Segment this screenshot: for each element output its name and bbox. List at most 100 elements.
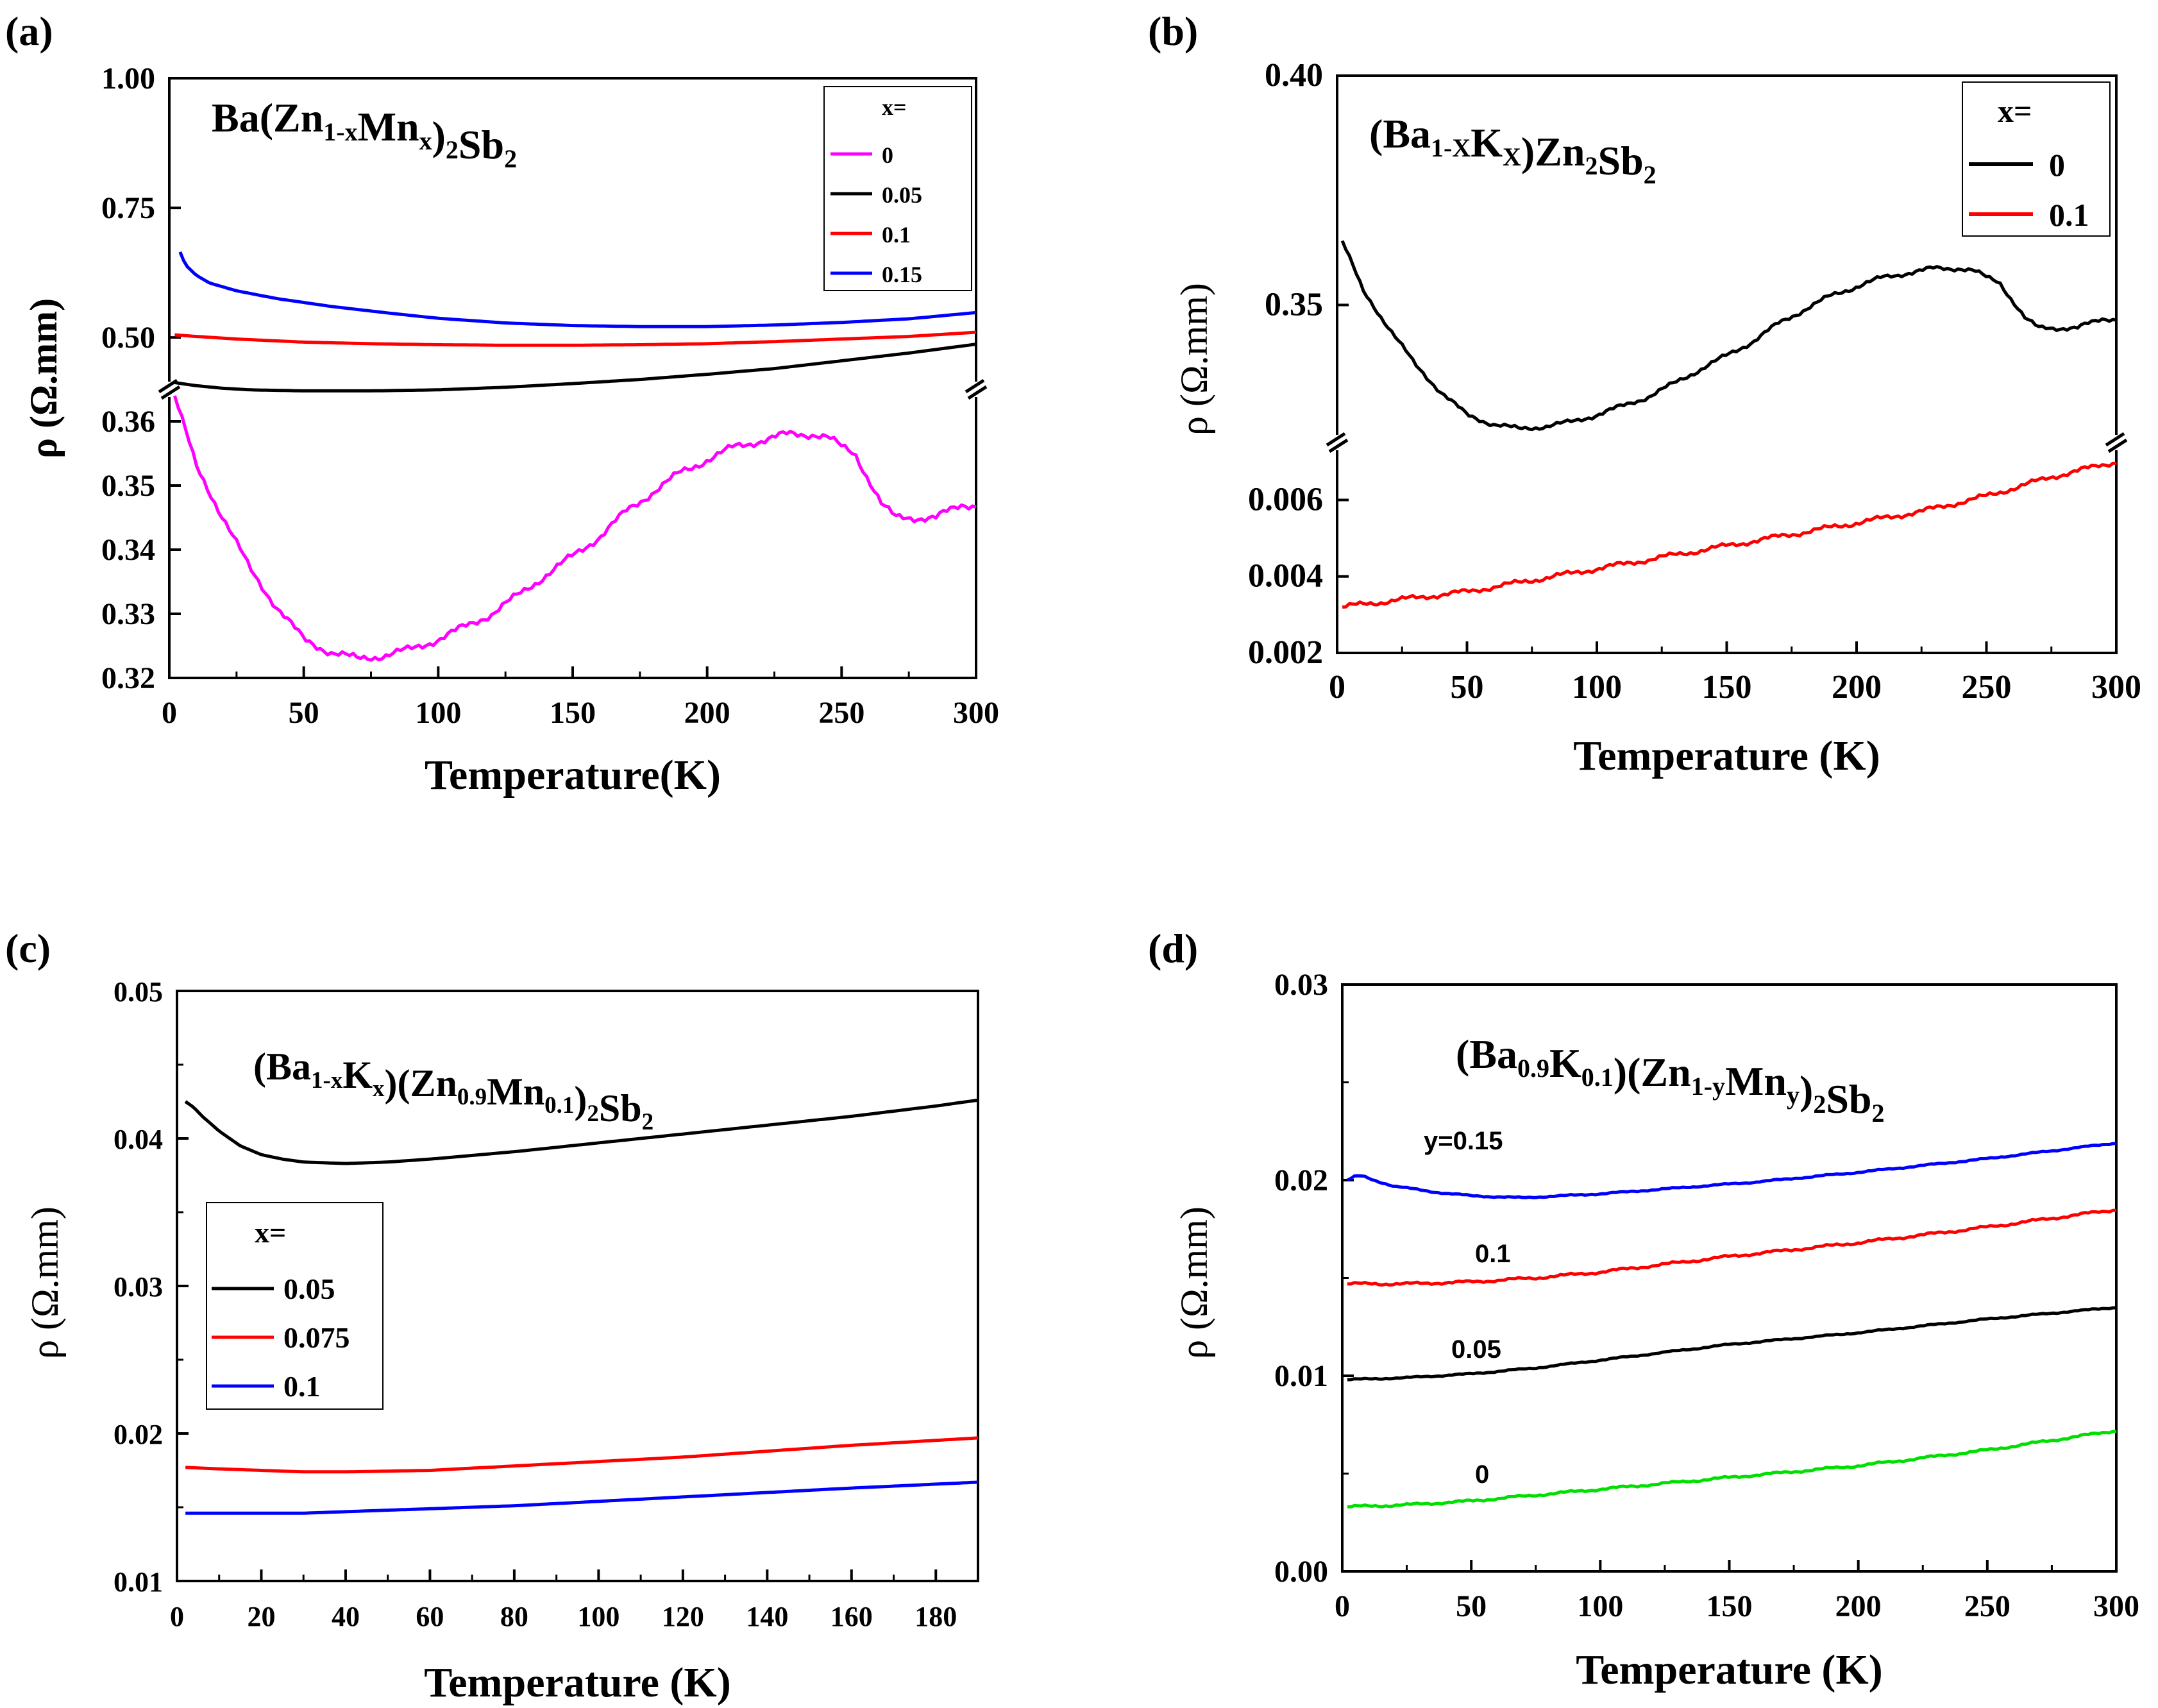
x-tick-label: 0 bbox=[170, 1601, 184, 1632]
legend-label: 0.05 bbox=[283, 1273, 335, 1305]
axis-break-mark bbox=[965, 378, 985, 394]
y-axis-label: ρ (Ω.mm) bbox=[1173, 1206, 1215, 1359]
series-line-0.075 bbox=[185, 1436, 979, 1474]
x-tick-label: 250 bbox=[1964, 1589, 2010, 1623]
y-tick-label: 0.50 bbox=[101, 321, 155, 355]
x-axis-label: Temperature(K) bbox=[425, 752, 721, 799]
y-tick-label: 0.00 bbox=[1274, 1555, 1328, 1589]
y-tick-label: 0.01 bbox=[114, 1566, 163, 1598]
panel-label: (c) bbox=[5, 926, 51, 971]
y-tick-label: 0.002 bbox=[1248, 634, 1323, 671]
series-inline-label: 0 bbox=[1475, 1460, 1489, 1489]
chart-panel-b: (b) 0 50 100 150 200 250 300 Temperature (K) ρ (Ω… bbox=[1148, 8, 2141, 779]
x-tick-label: 50 bbox=[1451, 669, 1484, 706]
y-tick-label: 0.75 bbox=[101, 191, 155, 225]
y-axis-label: ρ (Ω.mm) bbox=[1173, 283, 1215, 435]
y-axis-label: ρ (Ω.mm) bbox=[24, 1206, 66, 1359]
y-tick-label: 0.35 bbox=[101, 469, 155, 503]
axis-break-mark bbox=[967, 385, 988, 400]
legend-box bbox=[823, 86, 972, 291]
y-axis-label: ρ (Ω.mm) bbox=[22, 298, 65, 459]
y-tick-label: 0.01 bbox=[1274, 1359, 1328, 1393]
series-inline-label: y=0.15 bbox=[1424, 1127, 1503, 1155]
series-line-0.1 bbox=[1347, 1208, 2117, 1287]
x-tick-label: 300 bbox=[2093, 1589, 2139, 1623]
panel-label: (d) bbox=[1148, 926, 1198, 971]
axis-break-mark bbox=[160, 385, 181, 400]
x-tick-label: 180 bbox=[915, 1601, 957, 1632]
legend-title: x= bbox=[1998, 93, 2032, 129]
x-tick-label: 150 bbox=[550, 696, 596, 730]
y-tick-label: 0.004 bbox=[1248, 558, 1323, 595]
chart-title: Ba(Zn1-xMnx)2Sb2 bbox=[212, 95, 517, 173]
chart-panel-d: (d) 0 50 100 150 200 250 300 Temperature (K) ρ (Ω… bbox=[1148, 926, 2139, 1693]
x-tick-label: 200 bbox=[1832, 669, 1882, 706]
legend-label: 0.1 bbox=[882, 222, 911, 248]
x-tick-label: 140 bbox=[746, 1601, 788, 1632]
series-inline-label: 0.1 bbox=[1475, 1240, 1511, 1268]
y-tick-label: 0.05 bbox=[114, 976, 163, 1008]
series-line-0 bbox=[1340, 240, 2117, 432]
x-axis-label: Temperature (K) bbox=[1576, 1646, 1882, 1693]
x-tick-label: 0 bbox=[1329, 669, 1345, 706]
y-tick-label: 0.36 bbox=[101, 405, 155, 439]
chart-title: (Ba0.9K0.1)(Zn1-yMny)2Sb2 bbox=[1456, 1031, 1885, 1128]
x-tick-label: 200 bbox=[684, 696, 730, 730]
axis-break-mark bbox=[1328, 438, 1349, 453]
y-tick-label: 0.04 bbox=[114, 1124, 163, 1155]
x-tick-label: 40 bbox=[332, 1601, 360, 1632]
panel-label: (b) bbox=[1148, 8, 1198, 54]
y-tick-label: 0.02 bbox=[1274, 1163, 1328, 1197]
y-tick-label: 0.02 bbox=[114, 1419, 163, 1450]
series-line-0.05 bbox=[1347, 1306, 2117, 1382]
legend-label: 0.15 bbox=[882, 262, 922, 287]
legend-box bbox=[206, 1202, 384, 1410]
axis-break-mark bbox=[1326, 432, 1346, 447]
x-tick-label: 100 bbox=[1577, 1589, 1623, 1623]
legend-label: 0.075 bbox=[283, 1321, 350, 1354]
x-tick-label: 160 bbox=[830, 1601, 873, 1632]
legend-label: 0 bbox=[2049, 147, 2065, 183]
x-axis-label: Temperature (K) bbox=[1573, 732, 1880, 779]
x-tick-label: 300 bbox=[2091, 669, 2141, 706]
legend-box bbox=[1962, 81, 2111, 237]
x-tick-label: 150 bbox=[1707, 1589, 1753, 1623]
x-tick-label: 100 bbox=[577, 1601, 620, 1632]
legend-title: x= bbox=[255, 1216, 286, 1249]
chart-title: (Ba1-xKx)(Zn0.9Mn0.1)2Sb2 bbox=[253, 1045, 653, 1135]
legend-label: 0 bbox=[882, 142, 893, 168]
series-line-0.15 bbox=[178, 251, 977, 328]
y-tick-label: 0.32 bbox=[101, 661, 155, 695]
series-line-0.05 bbox=[174, 342, 977, 393]
x-tick-label: 50 bbox=[1456, 1589, 1487, 1623]
x-tick-label: 60 bbox=[416, 1601, 444, 1632]
series-line-y=0.15 bbox=[1346, 1142, 2117, 1199]
x-tick-label: 200 bbox=[1835, 1589, 1882, 1623]
series-line-0.1 bbox=[174, 330, 977, 347]
panel-label: (a) bbox=[5, 8, 53, 54]
y-tick-label: 0.33 bbox=[101, 597, 155, 631]
legend-title: x= bbox=[882, 94, 907, 120]
x-tick-label: 100 bbox=[415, 696, 461, 730]
axis-break-mark bbox=[2105, 432, 2125, 447]
x-tick-label: 150 bbox=[1702, 669, 1752, 706]
x-tick-label: 100 bbox=[1572, 669, 1622, 706]
x-tick-label: 0 bbox=[1335, 1589, 1350, 1623]
x-tick-label: 250 bbox=[1962, 669, 2012, 706]
x-tick-label: 250 bbox=[818, 696, 864, 730]
chart-panel-a: (a) 0 50 100 150 200 250 300 Temperature(K) ρ (Ω.… bbox=[5, 8, 999, 799]
series-line-0 bbox=[1347, 1430, 2117, 1509]
x-axis-label: Temperature (K) bbox=[424, 1659, 730, 1706]
y-tick-label: 0.03 bbox=[1274, 968, 1328, 1002]
series-line-0 bbox=[173, 395, 977, 662]
series-line-0.1 bbox=[1342, 461, 2117, 609]
legend-label: 0.1 bbox=[2049, 197, 2089, 233]
y-tick-label: 0.40 bbox=[1265, 57, 1323, 94]
x-tick-label: 20 bbox=[247, 1601, 275, 1632]
y-tick-label: 0.006 bbox=[1248, 481, 1323, 518]
chart-title: (Ba1-XKX)Zn2Sb2 bbox=[1369, 111, 1656, 189]
axis-break-mark bbox=[158, 378, 178, 394]
series-inline-label: 0.05 bbox=[1451, 1335, 1501, 1364]
legend-label: 0.05 bbox=[882, 182, 922, 208]
